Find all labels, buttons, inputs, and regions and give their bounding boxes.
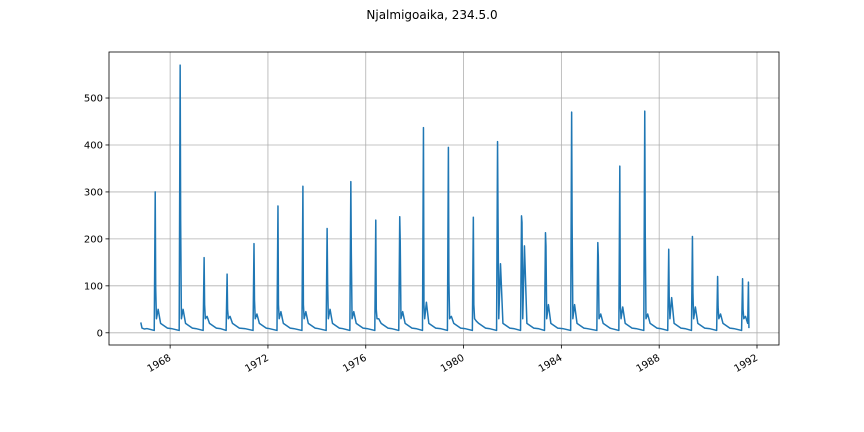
y-tick-label: 300 — [84, 187, 103, 198]
chart-title: Njalmigoaika, 234.5.0 — [366, 8, 497, 22]
y-tick-label: 200 — [84, 234, 103, 245]
y-tick-label: 100 — [84, 281, 103, 292]
y-tick-label: 400 — [84, 140, 103, 151]
data-line — [140, 64, 750, 332]
y-tick-label: 0 — [97, 328, 103, 339]
plot-frame — [108, 51, 780, 346]
y-tick-label: 500 — [84, 94, 103, 105]
